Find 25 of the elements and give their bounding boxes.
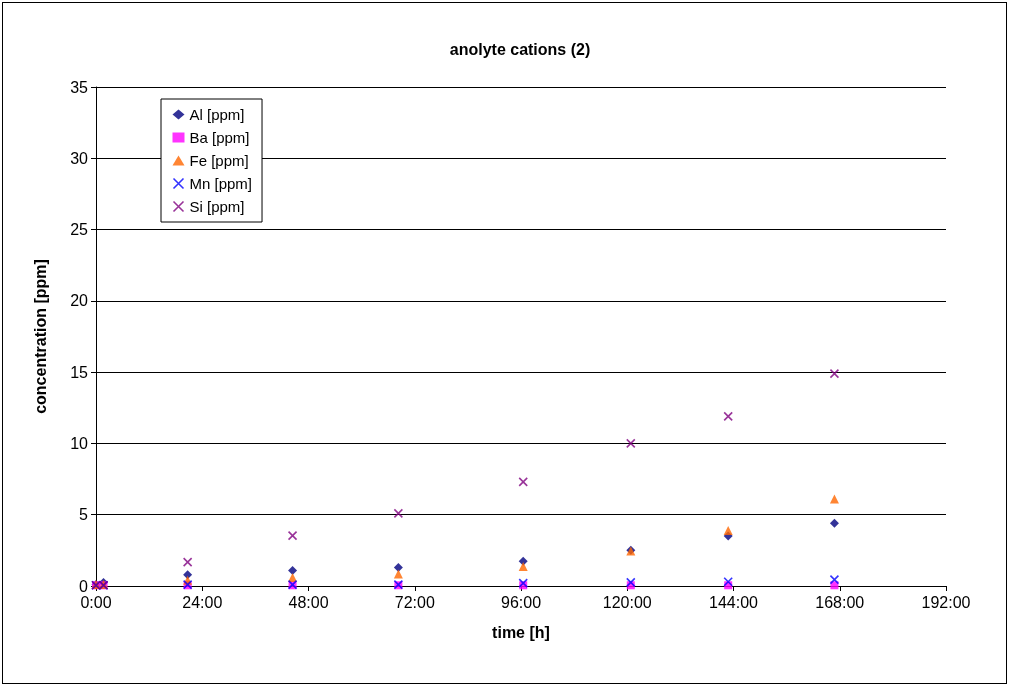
x-tick-label: 24:00 xyxy=(182,593,223,611)
y-tick-label: 15 xyxy=(70,363,89,381)
y-tick-label: 10 xyxy=(70,434,89,452)
x-tick-label: 120:00 xyxy=(602,593,652,611)
y-tick-label: 25 xyxy=(70,221,89,239)
legend-label: Si [ppm] xyxy=(189,198,245,215)
y-axis-title: concentration [ppm] xyxy=(31,259,49,414)
x-tick-label: 168:00 xyxy=(815,593,865,611)
legend-label: Fe [ppm] xyxy=(189,152,249,169)
y-tick-label: 30 xyxy=(70,149,89,167)
x-tick-label: 192:00 xyxy=(921,593,971,611)
x-axis-title: time [h] xyxy=(492,623,550,641)
legend-label: Mn [ppm] xyxy=(189,175,253,192)
x-tick-label: 96:00 xyxy=(500,593,542,611)
legend-label: Ba [ppm] xyxy=(189,129,250,146)
chart-title: anolyte cations (2) xyxy=(449,40,591,58)
legend-label: Al [ppm] xyxy=(189,106,245,123)
x-tick-label: 48:00 xyxy=(288,593,329,611)
y-tick-label: 0 xyxy=(79,577,89,595)
y-tick-label: 35 xyxy=(70,78,89,96)
x-tick-label: 144:00 xyxy=(709,593,759,611)
y-tick-label: 5 xyxy=(79,506,89,524)
x-tick-label: 0:00 xyxy=(80,593,112,611)
x-tick-label: 72:00 xyxy=(394,593,435,611)
y-tick-label: 20 xyxy=(70,292,89,310)
